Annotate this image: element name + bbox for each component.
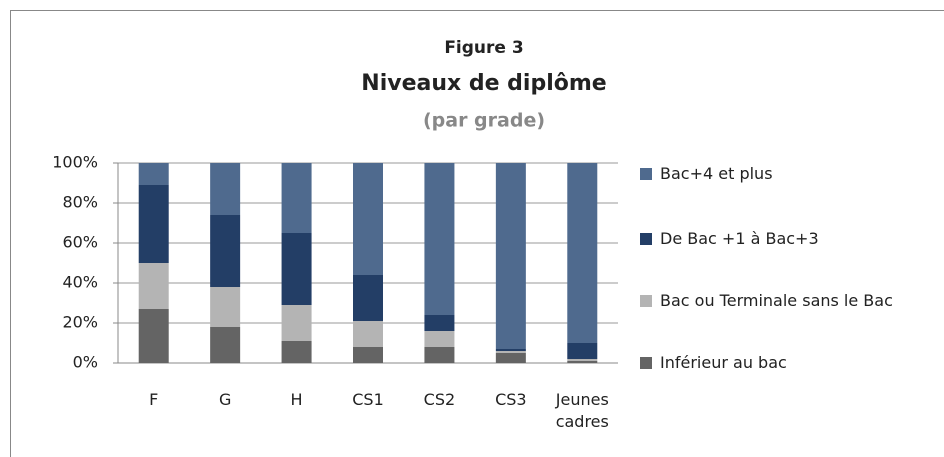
legend-swatch — [640, 295, 652, 307]
bar-segment — [353, 275, 383, 321]
bar-segment — [567, 359, 598, 361]
legend-label: De Bac +1 à Bac+3 — [660, 229, 819, 248]
legend-entry: Bac ou Terminale sans le Bac — [640, 290, 940, 312]
bar-segment — [138, 309, 169, 363]
legend-swatch — [640, 233, 652, 245]
y-tick-label: 80% — [62, 193, 98, 212]
bar-segment — [567, 163, 598, 343]
bar-segment — [138, 185, 169, 263]
x-tick-label: CS1 — [352, 390, 384, 409]
bar-segment — [210, 215, 241, 287]
x-tick-label: CS2 — [423, 390, 456, 409]
bar-segment — [495, 353, 526, 363]
bar-segment — [424, 347, 455, 363]
bar-segment — [424, 163, 455, 315]
x-tick-label: F — [149, 390, 159, 409]
bar-segment — [353, 321, 383, 347]
y-tick-label: 100% — [52, 153, 98, 172]
chart-title: Figure 3 — [444, 38, 523, 58]
bar-segment — [210, 287, 241, 327]
legend-label: Bac ou Terminale sans le Bac — [660, 291, 893, 310]
chart-subtitle: Niveaux de diplôme — [361, 71, 606, 96]
legend-swatch — [640, 357, 652, 369]
bar-segment — [495, 163, 526, 349]
bar-segment — [138, 263, 169, 309]
x-tick-label: H — [290, 390, 303, 409]
y-tick-label: 60% — [62, 233, 98, 252]
legend-label: Bac+4 et plus — [660, 164, 773, 183]
x-tick-label: Jeunes cadres — [555, 390, 609, 431]
chart-note: (par grade) — [423, 110, 545, 132]
x-tick-label: CS3 — [495, 390, 527, 409]
bar-segment — [281, 233, 312, 305]
bar-segment — [281, 341, 312, 363]
legend-label: Inférieur au bac — [660, 353, 787, 372]
bar-segment — [210, 327, 241, 363]
y-tick-label: 40% — [62, 273, 98, 292]
bar-segment — [281, 305, 312, 341]
bar-segment — [567, 343, 598, 359]
bar-segment — [138, 163, 169, 185]
bar-segment — [567, 361, 598, 363]
chart-frame — [10, 10, 944, 457]
bar-segment — [495, 351, 526, 353]
legend-entry: Bac+4 et plus — [640, 163, 940, 185]
y-tick-label: 0% — [73, 353, 98, 372]
bar-segment — [424, 315, 455, 331]
bar-segment — [353, 347, 383, 363]
legend-swatch — [640, 168, 652, 180]
legend-entry: Inférieur au bac — [640, 352, 940, 374]
legend-entry: De Bac +1 à Bac+3 — [640, 228, 940, 250]
y-tick-label: 20% — [62, 313, 98, 332]
bar-segment — [281, 163, 312, 233]
bar-segment — [495, 349, 526, 351]
bar-segment — [353, 163, 383, 275]
bar-segment — [424, 331, 455, 347]
x-tick-label: G — [218, 390, 232, 409]
bar-segment — [210, 163, 241, 215]
